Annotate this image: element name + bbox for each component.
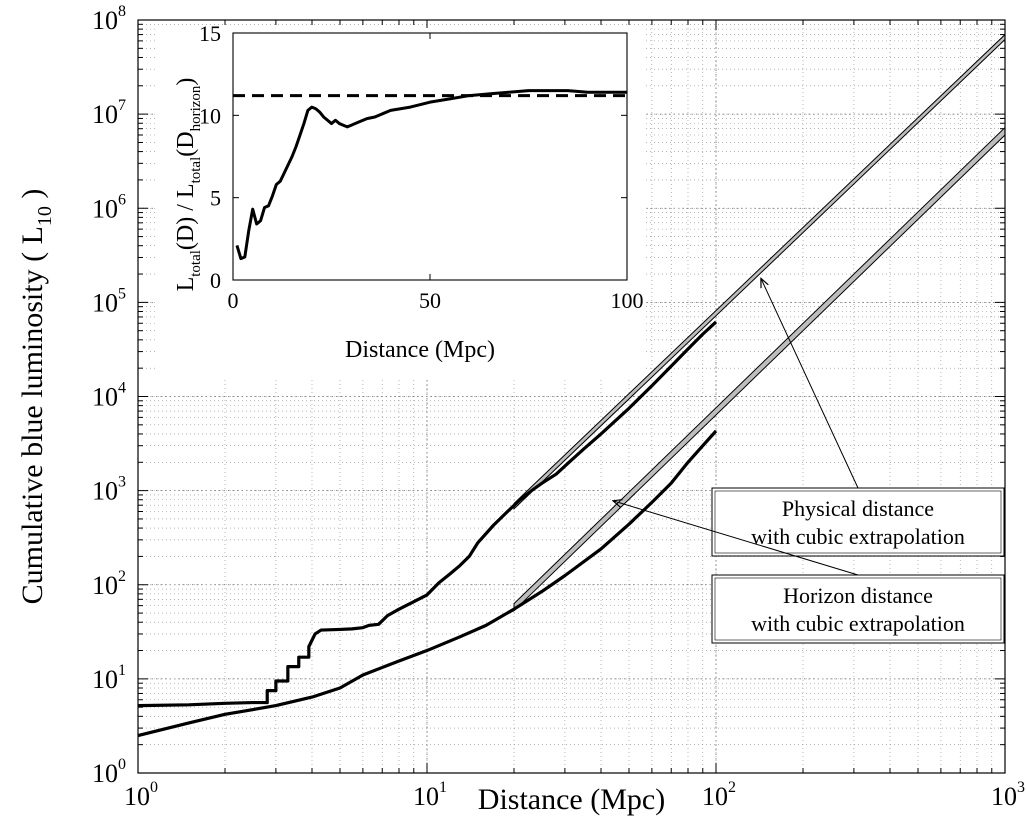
- x-tick-label: 103: [991, 779, 1025, 811]
- horizon-annotation-box: [711, 574, 1005, 644]
- y-tick-exponent: 0: [118, 756, 126, 773]
- inset-y-tick-label: 15: [199, 21, 221, 46]
- y-tick-base: 10: [92, 288, 118, 317]
- y-tick-label: 103: [92, 474, 126, 506]
- x-tick-label: 100: [124, 779, 158, 811]
- inset-y-axis-label-subscript: total: [188, 157, 204, 184]
- y-axis-label: Cumulative blue luminosity ( L10 ): [16, 189, 56, 605]
- x-tick-base: 10: [124, 782, 150, 811]
- x-tick-exponent: 1: [439, 779, 447, 796]
- y-axis-label-subscript: 10: [34, 206, 56, 226]
- x-tick-base: 10: [413, 782, 439, 811]
- inset-y-axis-label-subscript: horizon: [188, 85, 204, 131]
- x-tick-exponent: 3: [1017, 779, 1025, 796]
- physical-series-line: [137, 320, 718, 708]
- y-tick-base: 10: [92, 6, 118, 35]
- y-tick-label: 100: [92, 756, 126, 788]
- y-tick-exponent: 2: [118, 568, 126, 585]
- y-tick-base: 10: [92, 477, 118, 506]
- inset-y-axis-label-subscript: total: [188, 250, 204, 277]
- x-axis-label: Distance (Mpc): [478, 783, 665, 816]
- y-tick-exponent: 6: [118, 191, 126, 208]
- inset-plot-frame: [232, 32, 628, 281]
- physical-annotation-arrow: [761, 278, 859, 489]
- inset-y-axis-label-text: L: [173, 277, 199, 292]
- y-tick-base: 10: [92, 759, 118, 788]
- plot-frame: [137, 19, 1006, 774]
- x-tick-exponent: 2: [728, 779, 736, 796]
- horizon-annotation-text: with cubic extrapolation: [751, 611, 965, 636]
- physical-annotation-inner-border: [714, 490, 1002, 554]
- y-tick-exponent: 7: [118, 97, 126, 114]
- inset-y-axis-label-text: (D) / L: [173, 183, 199, 250]
- y-tick-label: 108: [92, 3, 126, 35]
- inset-x-tick-label: 50: [419, 288, 441, 313]
- inset-x-tick-label: 0: [228, 288, 239, 313]
- y-tick-exponent: 1: [118, 662, 126, 679]
- physical-annotation-box: [711, 487, 1005, 557]
- horizon-annotation-inner-border: [714, 577, 1002, 641]
- x-tick-base: 10: [991, 782, 1017, 811]
- y-tick-base: 10: [92, 194, 118, 223]
- x-tick-base: 10: [702, 782, 728, 811]
- y-tick-exponent: 4: [118, 380, 126, 397]
- inset-ratio-series-line: [235, 89, 627, 261]
- inset-y-tick-label: 0: [210, 268, 221, 293]
- y-tick-exponent: 5: [118, 285, 126, 302]
- y-tick-label: 101: [92, 662, 126, 694]
- physical-annotation-text: with cubic extrapolation: [751, 524, 965, 549]
- y-tick-base: 10: [92, 383, 118, 412]
- y-axis-label-main: Cumulative blue luminosity ( L: [16, 226, 49, 604]
- inset-y-tick-label: 10: [199, 103, 221, 128]
- y-tick-base: 10: [92, 665, 118, 694]
- y-tick-base: 10: [92, 571, 118, 600]
- horizon-annotation-arrow: [613, 501, 859, 576]
- x-tick-exponent: 0: [150, 779, 158, 796]
- inset-tick-marks: [232, 32, 628, 281]
- y-axis-label-close: ): [16, 189, 49, 207]
- x-tick-label: 101: [413, 779, 447, 811]
- y-tick-label: 102: [92, 568, 126, 600]
- y-tick-label: 106: [92, 191, 126, 223]
- horizon-annotation-text: Horizon distance: [783, 583, 933, 608]
- physical-annotation: Physical distance with cubic extrapolatio…: [711, 487, 1005, 557]
- physical-annotation-text: Physical distance: [782, 496, 934, 521]
- y-tick-label: 107: [92, 97, 126, 129]
- inset-x-axis-label: Distance (Mpc): [345, 337, 495, 363]
- y-tick-label: 104: [92, 380, 126, 412]
- y-tick-base: 10: [92, 100, 118, 129]
- y-tick-exponent: 3: [118, 474, 126, 491]
- inset-y-axis-label: Ltotal(D) / Ltotal(Dhorizon): [173, 78, 204, 292]
- inset-y-axis-label-text: ): [173, 78, 199, 86]
- y-tick-label: 105: [92, 285, 126, 317]
- horizon-annotation: Horizon distance with cubic extrapolation: [711, 574, 1005, 644]
- inset-x-tick-label: 100: [611, 288, 644, 313]
- x-tick-label: 102: [702, 779, 736, 811]
- inset-y-axis-label-text: (D: [173, 131, 199, 156]
- y-tick-exponent: 8: [118, 3, 126, 20]
- horizon-series-line: [137, 429, 718, 738]
- inset-y-tick-label: 5: [210, 186, 221, 211]
